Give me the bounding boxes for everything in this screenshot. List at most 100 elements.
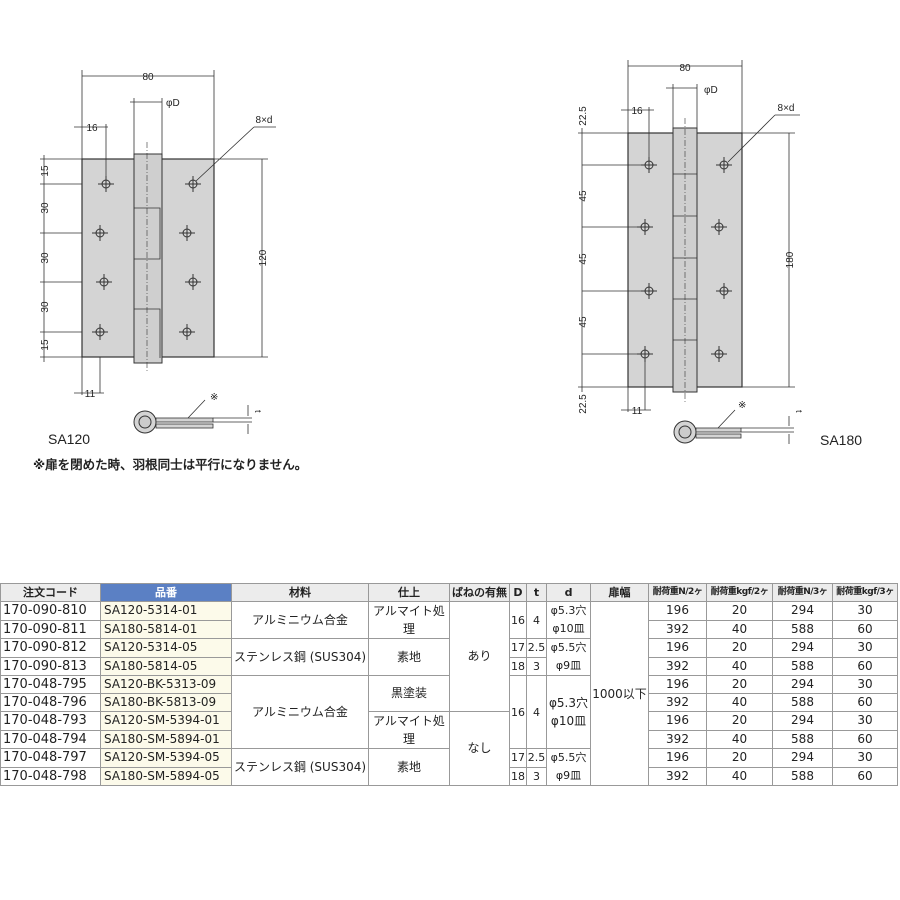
dim-height: 120 xyxy=(258,249,269,266)
load-n-2: 392 xyxy=(648,619,707,639)
load-n-3: 294 xyxy=(772,711,833,731)
load-kgf-3: 30 xyxy=(832,601,898,621)
table-row: 170-090-811 SA180-5814-01 392 40 588 60 xyxy=(0,619,898,639)
part-number: SA180-BK-5813-09 xyxy=(100,693,232,712)
header-load-kgf-2: 耐荷重kgf/2ヶ xyxy=(706,583,773,602)
mounting-holes xyxy=(92,176,201,340)
dim-hole-offset-bottom: 11 xyxy=(85,389,96,400)
finish: 素地 xyxy=(368,748,450,786)
drawing-sa180: 80 φD 16 8×d 180 22.5 45 45 45 22.5 11 ※… xyxy=(578,60,862,448)
load-kgf-3: 60 xyxy=(832,619,898,639)
load-n-2: 392 xyxy=(648,693,707,712)
order-code: 170-048-798 xyxy=(0,766,101,786)
load-kgf-3: 30 xyxy=(832,748,898,768)
load-n-3: 588 xyxy=(772,656,833,676)
dim-pitch: 30 xyxy=(40,252,51,264)
material: ステンレス鋼 (SUS304) xyxy=(231,638,369,676)
load-n-3: 588 xyxy=(772,619,833,639)
header-material: 材料 xyxy=(231,583,369,602)
dim-height: 180 xyxy=(785,251,796,268)
table-row: 170-048-797 SA120-SM-5394-05 ステンレス鋼 (SUS… xyxy=(0,748,898,786)
load-n-3: 588 xyxy=(772,729,833,749)
dim-d: φ5.5穴 φ9皿 xyxy=(546,638,591,676)
finish: アルマイト処理 xyxy=(368,711,450,749)
part-number: SA180-SM-5894-05 xyxy=(100,766,232,786)
dim-pitch: 15 xyxy=(40,165,51,177)
load-n-2: 392 xyxy=(648,656,707,676)
header-spring: ばねの有無 xyxy=(449,583,510,602)
section-view xyxy=(673,409,794,444)
table-row: 170-048-795 SA120-BK-5313-09 アルミニウム合金 黒塗… xyxy=(0,675,898,749)
dim-d: φ5.5穴 φ9皿 xyxy=(546,748,591,786)
load-kgf-2: 20 xyxy=(706,748,773,768)
load-kgf-2: 40 xyxy=(706,656,773,676)
load-n-3: 588 xyxy=(772,693,833,712)
order-code: 170-048-797 xyxy=(0,748,101,768)
header-D: D xyxy=(509,583,527,602)
load-n-2: 392 xyxy=(648,766,707,786)
header-door-width: 扉幅 xyxy=(590,583,649,602)
order-code: 170-090-811 xyxy=(0,619,101,639)
dim-t: 4 xyxy=(526,601,547,639)
order-code: 170-090-810 xyxy=(0,601,101,621)
dim-D: 18 xyxy=(509,766,527,786)
load-kgf-3: 30 xyxy=(832,711,898,731)
load-n-3: 294 xyxy=(772,601,833,621)
part-number: SA120-5314-05 xyxy=(100,638,232,658)
load-kgf-3: 30 xyxy=(832,638,898,658)
dim-pitch: 45 xyxy=(578,253,589,265)
order-code: 170-048-796 xyxy=(0,693,101,712)
table-row: 170-048-793 SA120-SM-5394-01 アルマイト処理 なし … xyxy=(0,711,898,786)
dim-pitch: 30 xyxy=(40,301,51,313)
order-code: 170-048-794 xyxy=(0,729,101,749)
material: アルミニウム合金 xyxy=(231,601,369,639)
load-kgf-3: 60 xyxy=(832,766,898,786)
load-kgf-2: 40 xyxy=(706,619,773,639)
section-mark: ※ xyxy=(738,400,746,411)
part-number: SA180-5814-01 xyxy=(100,619,232,639)
dim-width: 80 xyxy=(142,72,154,83)
dim-d: φ5.3穴 φ10皿 xyxy=(546,601,591,639)
load-kgf-3: 60 xyxy=(832,729,898,749)
finish: アルマイト処理 xyxy=(368,601,450,639)
dim-hole-offset-top: 16 xyxy=(631,106,643,117)
table-row: 170-090-810 SA120-5314-01 アルミニウム合金 アルマイト… xyxy=(0,601,898,786)
load-n-3: 294 xyxy=(772,638,833,658)
dim-pitch: 15 xyxy=(40,339,51,351)
header-part-number: 品番 xyxy=(100,583,232,602)
dim-t: 4 xyxy=(526,675,547,749)
order-code: 170-048-795 xyxy=(0,675,101,694)
section-mark: ※ xyxy=(210,392,218,403)
finish: 素地 xyxy=(368,638,450,676)
material: アルミニウム合金 xyxy=(231,675,369,749)
note-text: ※扉を閉めた時、羽根同士は平行になりません。 xyxy=(33,457,307,472)
hole-note: 8×d xyxy=(256,115,273,126)
spec-table: 注文コード 品番 材料 仕上 ばねの有無 D t d 扉幅 耐荷重N/2ヶ 耐荷… xyxy=(0,583,898,786)
load-kgf-2: 20 xyxy=(706,601,773,621)
order-code: 170-090-813 xyxy=(0,656,101,676)
load-kgf-3: 60 xyxy=(832,693,898,712)
load-n-2: 196 xyxy=(648,748,707,768)
load-n-3: 294 xyxy=(772,675,833,694)
table-row: 170-090-812 SA120-5314-05 ステンレス鋼 (SUS304… xyxy=(0,638,898,676)
part-number: SA180-SM-5894-01 xyxy=(100,729,232,749)
dim-t: 2.5 xyxy=(526,638,547,658)
dim-pitch: 22.5 xyxy=(578,394,589,414)
header-load-kgf-3: 耐荷重kgf/3ヶ xyxy=(832,583,898,602)
hole-note: 8×d xyxy=(778,103,795,114)
spring: あり xyxy=(449,601,510,712)
load-kgf-3: 30 xyxy=(832,675,898,694)
load-n-3: 294 xyxy=(772,748,833,768)
hinge-knuckle xyxy=(133,153,163,364)
header-load-n-2: 耐荷重N/2ヶ xyxy=(648,583,707,602)
dim-D: 18 xyxy=(509,656,527,676)
dim-pitch: 45 xyxy=(578,190,589,202)
dim-hole-offset-top: 16 xyxy=(86,123,98,134)
load-n-3: 588 xyxy=(772,766,833,786)
load-kgf-2: 40 xyxy=(706,766,773,786)
part-number: SA120-SM-5394-05 xyxy=(100,748,232,768)
dim-thickness: t xyxy=(253,410,263,413)
dim-pitch: 30 xyxy=(40,202,51,214)
material: ステンレス鋼 (SUS304) xyxy=(231,748,369,786)
part-number: SA120-BK-5313-09 xyxy=(100,675,232,694)
